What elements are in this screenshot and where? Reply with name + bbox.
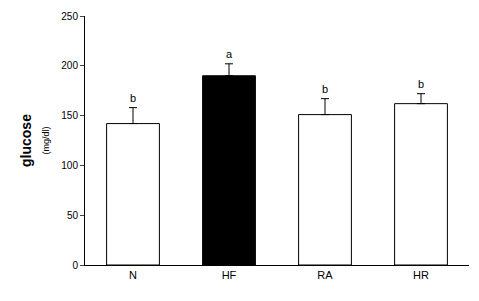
- svg-text:250: 250: [61, 11, 78, 22]
- svg-text:150: 150: [61, 110, 78, 121]
- svg-text:RA: RA: [317, 269, 333, 281]
- svg-text:glucose(mg/dl): glucose(mg/dl): [18, 114, 51, 167]
- svg-text:100: 100: [61, 160, 78, 171]
- svg-text:50: 50: [67, 210, 79, 221]
- svg-text:0: 0: [72, 260, 78, 271]
- svg-text:HR: HR: [413, 269, 429, 281]
- svg-text:b: b: [130, 92, 136, 104]
- svg-text:200: 200: [61, 60, 78, 71]
- svg-text:N: N: [129, 269, 137, 281]
- svg-text:a: a: [226, 48, 233, 60]
- svg-text:HF: HF: [222, 269, 237, 281]
- svg-text:b: b: [418, 78, 424, 90]
- svg-text:b: b: [322, 83, 328, 95]
